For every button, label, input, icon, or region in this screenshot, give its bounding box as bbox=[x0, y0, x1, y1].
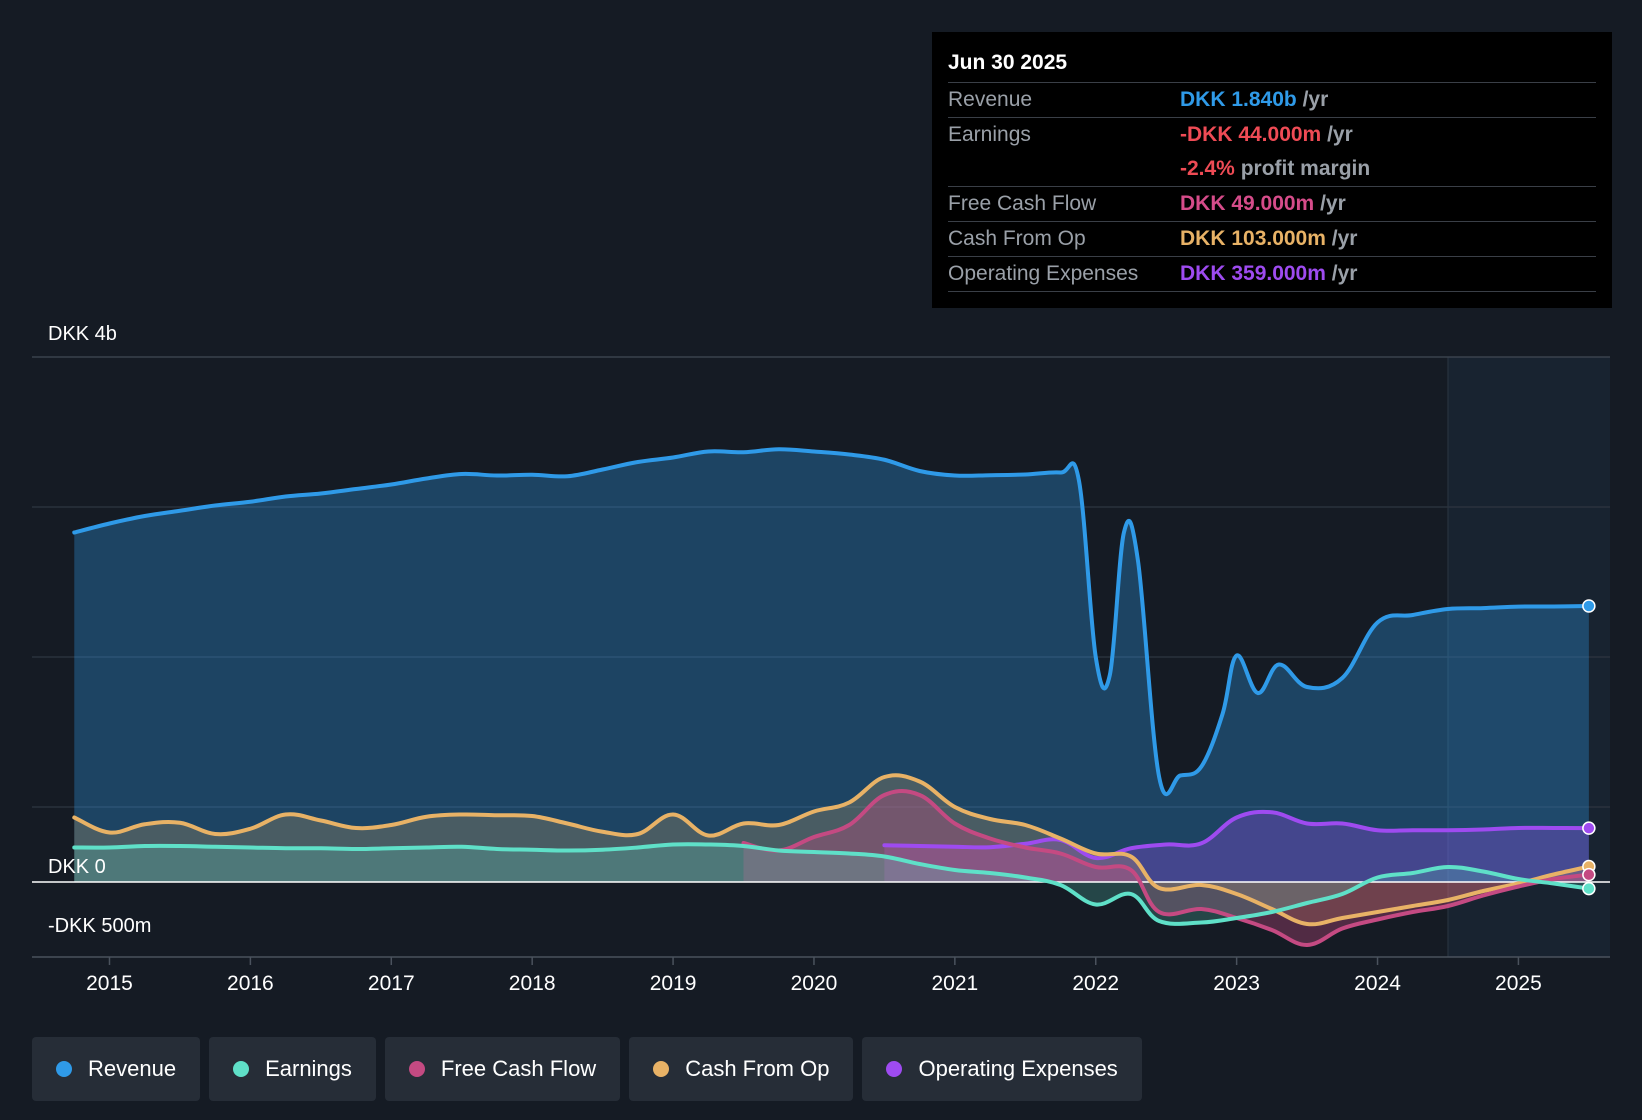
legend-item-earnings[interactable]: Earnings bbox=[209, 1037, 376, 1101]
earnings-endpoint-marker bbox=[1582, 881, 1596, 896]
legend-label: Earnings bbox=[265, 1056, 352, 1081]
legend-dot-icon bbox=[233, 1061, 250, 1077]
x-tick-label: 2022 bbox=[1072, 972, 1119, 995]
x-tick-label: 2025 bbox=[1495, 972, 1542, 995]
cfo-area bbox=[74, 775, 1589, 925]
legend-label: Operating Expenses bbox=[918, 1056, 1118, 1081]
legend-item-free-cash-flow[interactable]: Free Cash Flow bbox=[384, 1037, 621, 1101]
tooltip-row-earnings: Earnings -DKK 44.000m /yr -2.4% profit m… bbox=[948, 118, 1596, 187]
x-tick-label: 2023 bbox=[1213, 972, 1260, 995]
earnings-line bbox=[72, 842, 1591, 926]
legend-item-cash-from-op[interactable]: Cash From Op bbox=[629, 1037, 854, 1101]
tooltip-row-cash-from-op: Cash From Op DKK 103.000m /yr bbox=[948, 222, 1596, 257]
revenue-line bbox=[72, 447, 1591, 797]
x-tick-label: 2015 bbox=[86, 972, 133, 995]
x-tick-label: 2018 bbox=[509, 972, 556, 995]
revenue-endpoint-marker bbox=[1582, 599, 1596, 613]
tooltip-unit: /yr bbox=[1331, 227, 1358, 250]
tooltip-label: Revenue bbox=[948, 88, 1033, 111]
earnings-area bbox=[74, 844, 1589, 924]
x-tick-label: 2016 bbox=[227, 972, 274, 995]
tooltip-value: DKK 49.000m bbox=[1180, 192, 1315, 215]
tooltip-unit: /yr bbox=[1320, 192, 1346, 215]
tooltip-label: Operating Expenses bbox=[948, 262, 1139, 285]
x-axis-ticks: 2015 2016 2017 2018 2019 2020 2021 2022 2023 2024… bbox=[86, 957, 1542, 995]
x-tick-label: 2019 bbox=[650, 972, 697, 995]
tooltip-unit: /yr bbox=[1302, 88, 1329, 111]
cfo-line bbox=[72, 773, 1591, 927]
series-lines bbox=[72, 447, 1591, 948]
tooltip-value: -DKK 44.000m bbox=[1180, 123, 1322, 146]
x-tick-label: 2024 bbox=[1354, 972, 1401, 995]
legend-dot-icon bbox=[653, 1061, 670, 1077]
legend-item-operating-expenses[interactable]: Operating Expenses bbox=[862, 1037, 1142, 1101]
legend-label: Cash From Op bbox=[685, 1056, 830, 1081]
x-tick-label: 2021 bbox=[931, 972, 978, 995]
opex-area bbox=[884, 811, 1589, 882]
y-axis-label-top: DKK 4b bbox=[48, 323, 117, 345]
legend-label: Revenue bbox=[88, 1056, 177, 1081]
x-tick-label: 2017 bbox=[368, 972, 415, 995]
legend-dot-icon bbox=[886, 1061, 903, 1077]
legend-item-revenue[interactable]: Revenue bbox=[32, 1037, 201, 1101]
tooltip-row-free-cash-flow: Free Cash Flow DKK 49.000m /yr bbox=[948, 187, 1596, 222]
tooltip-value: DKK 103.000m bbox=[1180, 227, 1326, 250]
tooltip-unit: /yr bbox=[1331, 262, 1358, 285]
data-tooltip: Jun 30 2025 Revenue DKK 1.840b /yr Earni… bbox=[932, 32, 1612, 308]
tooltip-unit: /yr bbox=[1327, 123, 1353, 146]
opex-line bbox=[882, 809, 1591, 861]
fcf-line bbox=[741, 789, 1591, 948]
tooltip-row-operating-expenses: Operating Expenses DKK 359.000m /yr bbox=[948, 257, 1596, 292]
series-endpoints bbox=[1582, 599, 1596, 896]
legend-dot-icon bbox=[56, 1061, 72, 1077]
fcf-endpoint-marker bbox=[1582, 867, 1596, 882]
tooltip-row-revenue: Revenue DKK 1.840b /yr bbox=[948, 83, 1596, 118]
tooltip-label: Earnings bbox=[948, 123, 1031, 146]
tooltip-value: DKK 1.840b bbox=[1180, 88, 1297, 111]
y-axis-label-zero: DKK 0 bbox=[48, 856, 106, 878]
tooltip-label: Free Cash Flow bbox=[948, 192, 1097, 215]
y-axis-label-bottom: -DKK 500m bbox=[48, 915, 151, 937]
gridlines bbox=[32, 356, 1610, 808]
series-areas bbox=[74, 449, 1589, 946]
legend-label: Free Cash Flow bbox=[440, 1056, 597, 1081]
chart-legend: Revenue Earnings Free Cash Flow Cash Fro… bbox=[32, 1037, 1142, 1101]
x-tick-label: 2020 bbox=[791, 972, 838, 995]
tooltip-date: Jun 30 2025 bbox=[948, 48, 1596, 83]
opex-endpoint-marker bbox=[1582, 821, 1596, 835]
revenue-area bbox=[74, 449, 1589, 882]
fcf-area bbox=[743, 791, 1589, 946]
tooltip-profit-margin-value: -2.4% bbox=[1180, 157, 1235, 180]
tooltip-label: Cash From Op bbox=[948, 227, 1086, 250]
tooltip-profit-margin-label: profit margin bbox=[1240, 157, 1371, 180]
legend-dot-icon bbox=[408, 1061, 425, 1077]
tooltip-value: DKK 359.000m bbox=[1180, 262, 1326, 285]
